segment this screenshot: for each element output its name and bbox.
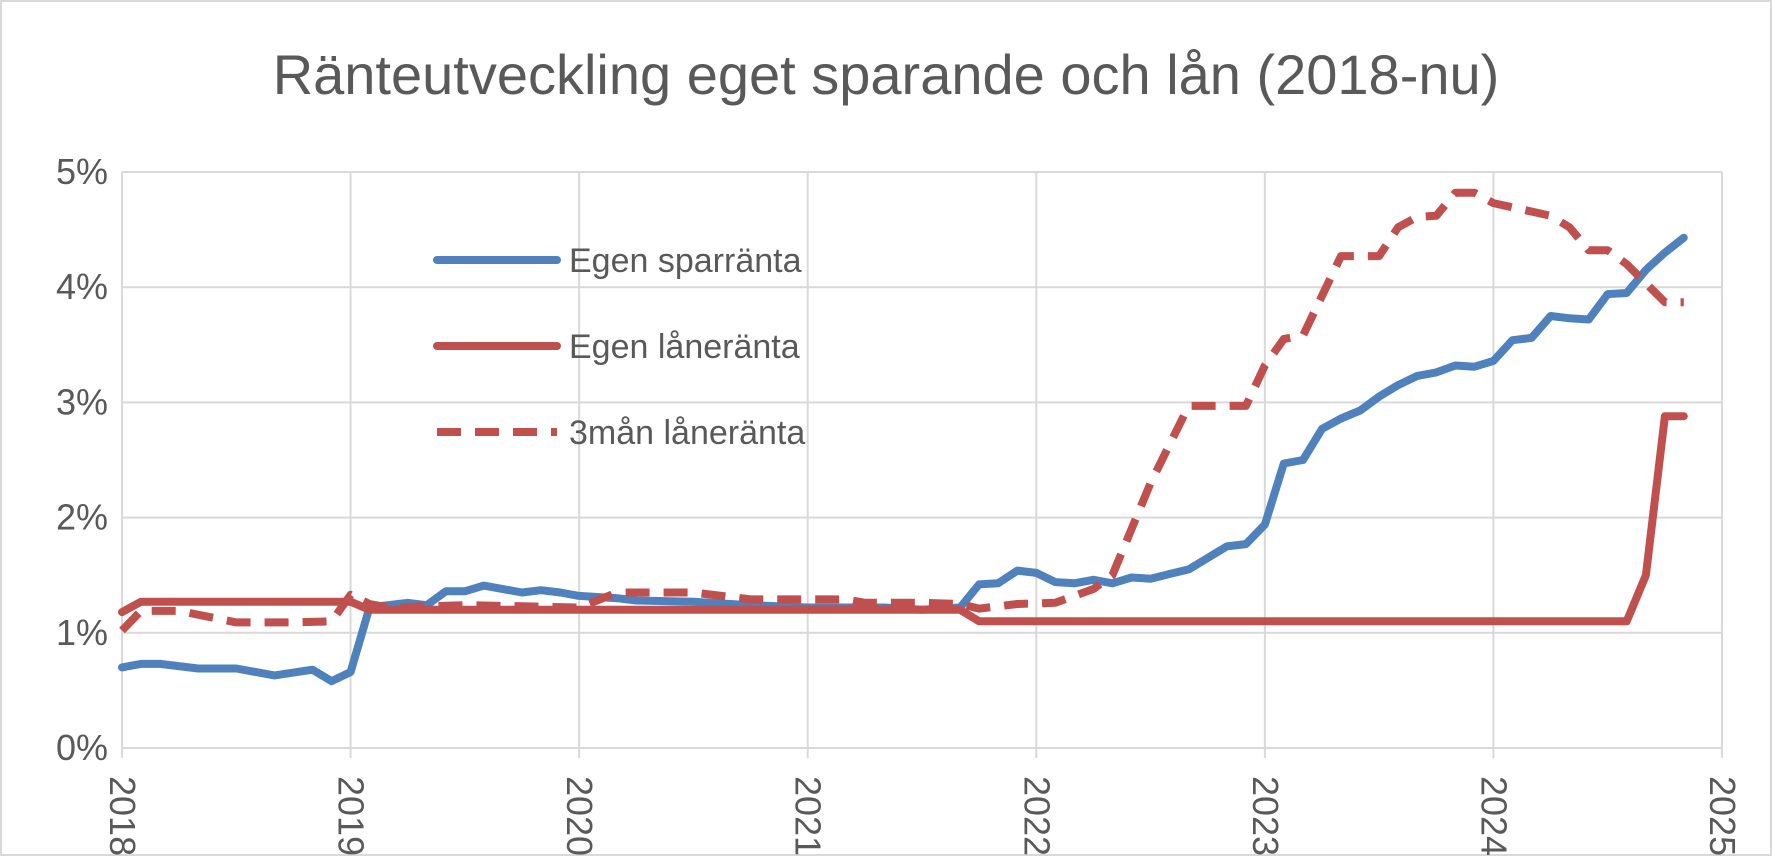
x-axis-ticks: 2018 2019 2020 2021 2022 2023 2024 2025: [102, 776, 1743, 856]
y-tick-label: 5%: [56, 151, 108, 192]
y-tick-label: 1%: [56, 612, 108, 653]
chart-title: Ränteutveckling eget sparande och lån (2…: [272, 43, 1500, 106]
y-tick-label: 2%: [56, 497, 108, 538]
grid: [121, 171, 1723, 758]
y-axis-ticks: 0% 1% 2% 3% 4% 5%: [56, 151, 108, 768]
legend: Egen sparränta Egen låneränta 3mån lånerän…: [433, 242, 805, 452]
x-tick-label: 2025: [1702, 776, 1743, 856]
y-tick-label: 3%: [56, 381, 108, 422]
x-tick-label: 2021: [788, 776, 829, 856]
x-tick-label: 2023: [1245, 776, 1286, 856]
y-tick-label: 4%: [56, 266, 108, 307]
x-tick-label: 2019: [331, 776, 372, 856]
y-tick-label: 0%: [56, 727, 108, 768]
series-lines: [118, 188, 1688, 686]
x-tick-label: 2022: [1016, 776, 1057, 856]
x-tick-label: 2018: [102, 776, 143, 856]
x-tick-label: 2024: [1473, 776, 1514, 856]
series-line-1: [118, 233, 1688, 686]
legend-label: 3mån låneränta: [569, 414, 805, 452]
x-tick-label: 2020: [559, 776, 600, 856]
series-line-3: [119, 188, 1684, 634]
legend-label: Egen sparränta: [569, 242, 802, 280]
legend-label: Egen låneränta: [569, 328, 800, 366]
series-line-2: [118, 412, 1688, 626]
